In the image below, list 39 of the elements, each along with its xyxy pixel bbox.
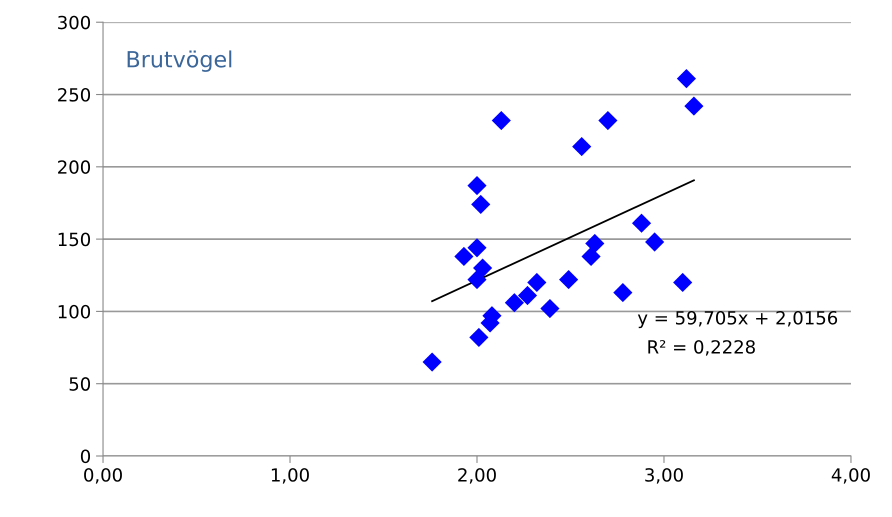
point [613,283,632,302]
x-tick-label: 2,00 [458,468,496,484]
point [504,293,524,312]
point [673,272,692,292]
point [473,258,492,278]
annotation: R² = 0,2228 [648,340,755,356]
point [422,352,442,372]
x-tick-label: 3,00 [645,468,683,484]
point [469,328,488,348]
point [585,234,604,254]
point [471,194,490,214]
y-tick-label: 0 [80,449,90,464]
point [492,110,511,130]
point [454,246,474,266]
y-tick-label: 300 [58,16,90,30]
point [518,286,538,306]
point [467,176,487,196]
point [572,137,592,156]
point [676,69,696,88]
y-tick-label: 250 [58,88,90,102]
y-tick-label: 200 [58,160,90,174]
point [632,214,652,233]
text: Brutvögel [128,50,232,72]
point [559,270,578,290]
point [598,110,618,130]
y-tick-label: 100 [58,304,90,319]
annotation: y = 59,705x + 2,0156 [638,311,838,328]
y-tick-label: 50 [70,377,90,391]
point [684,96,704,116]
point [645,232,664,252]
point [527,272,546,292]
y-tick-label: 150 [58,232,90,246]
point [467,270,487,290]
point [581,246,601,266]
x-tick-label: 1,00 [272,468,309,484]
x-tick-label: 0,00 [84,468,122,484]
x-tick-label: 4,00 [832,468,870,484]
point [540,298,560,318]
point [467,238,487,258]
